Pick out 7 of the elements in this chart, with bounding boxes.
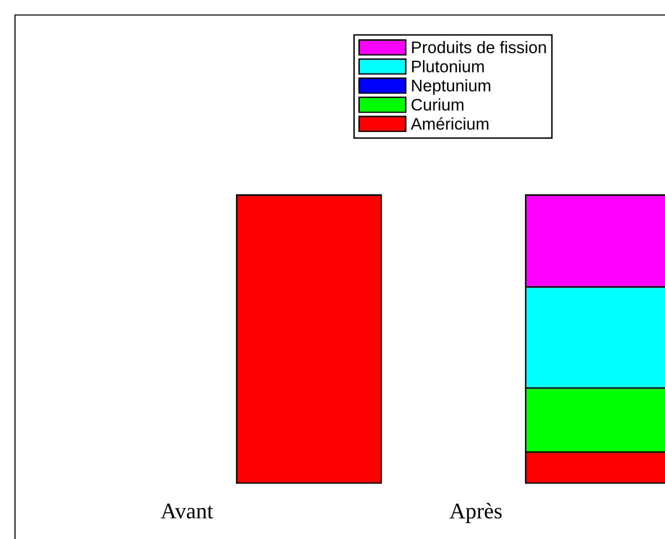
legend-label: Neptunium <box>412 79 490 95</box>
legend-label: Produits de fission <box>412 41 546 54</box>
legend-label: Plutonium <box>412 60 484 72</box>
legend-label: Curium <box>412 98 464 111</box>
x-tick-label: Avant <box>160 504 214 519</box>
legend-label: Américium <box>410 117 488 130</box>
x-tick-label: Après <box>450 502 502 524</box>
